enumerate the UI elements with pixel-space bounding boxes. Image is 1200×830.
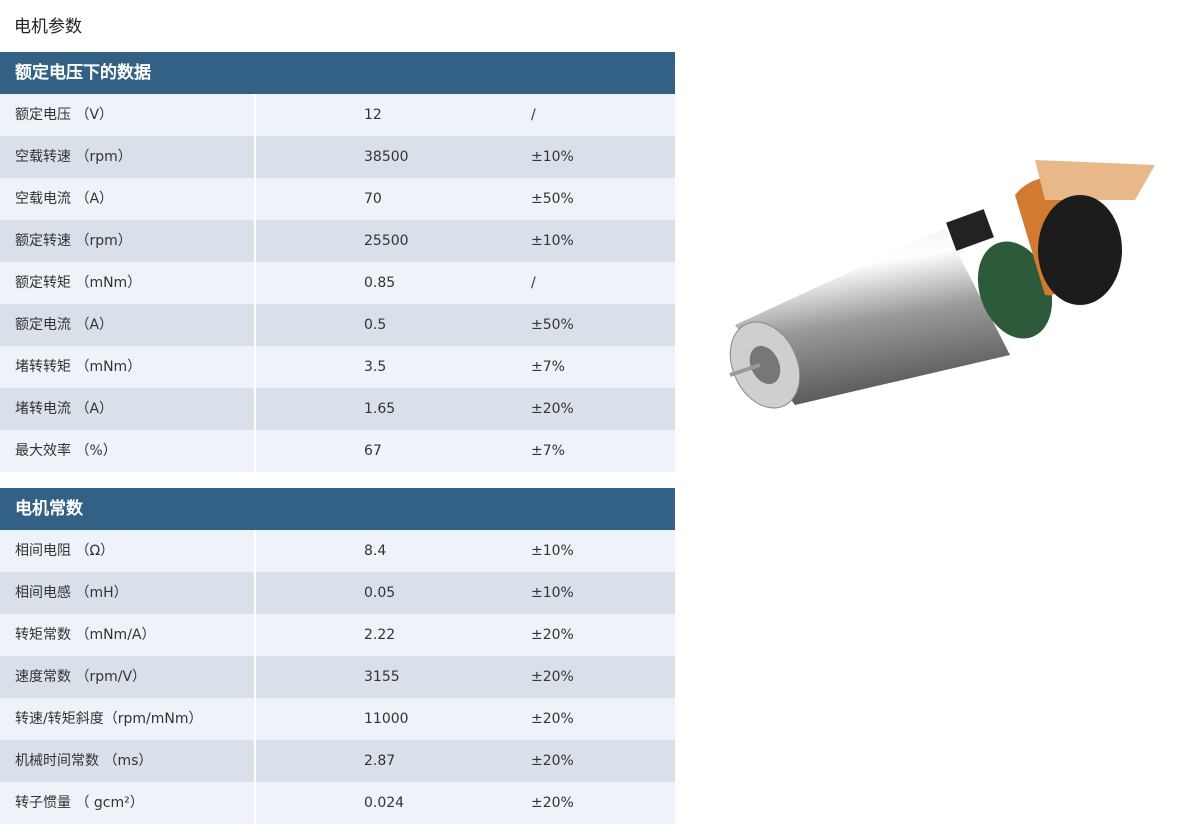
param-tolerance: /: [531, 107, 536, 123]
param-tolerance: ±10%: [531, 585, 574, 601]
param-tolerance: ±20%: [531, 753, 574, 769]
table-row: 额定电流 （A） 0.5 ±50%: [0, 304, 675, 346]
table-row: 额定转矩 （mNm） 0.85 /: [0, 262, 675, 304]
param-tolerance: ±20%: [531, 711, 574, 727]
param-name: 机械时间常数 （ms）: [0, 740, 256, 782]
param-name: 空载电流 （A）: [0, 178, 256, 220]
param-value: 11000: [364, 711, 409, 727]
param-name: 转速/转矩斜度（rpm/mNm）: [0, 698, 256, 740]
param-tolerance: ±20%: [531, 795, 574, 811]
param-name: 最大效率 （%）: [0, 430, 256, 472]
param-value: 25500: [364, 233, 409, 249]
param-tolerance: ±50%: [531, 317, 574, 333]
param-value: 3.5: [364, 359, 387, 375]
param-value: 38500: [364, 149, 409, 165]
table-row: 空载转速 （rpm） 38500 ±10%: [0, 136, 675, 178]
motor-product-image: [729, 160, 1155, 409]
param-tolerance: ±20%: [531, 627, 574, 643]
param-tolerance: ±10%: [531, 149, 574, 165]
param-tolerance: ±50%: [531, 191, 574, 207]
param-name: 额定电流 （A）: [0, 304, 256, 346]
param-name: 相间电感 （mH）: [0, 572, 256, 614]
param-name: 相间电阻 （Ω）: [0, 530, 256, 572]
page-title: 电机参数: [14, 17, 82, 37]
table-row: 额定转速 （rpm） 25500 ±10%: [0, 220, 675, 262]
param-tolerance: ±10%: [531, 233, 574, 249]
param-value: 12: [364, 107, 382, 123]
param-value: 67: [364, 443, 382, 459]
param-value: 0.5: [364, 317, 387, 333]
param-value: 0.024: [364, 795, 405, 811]
param-name: 速度常数 （rpm/V）: [0, 656, 256, 698]
param-value: 3155: [364, 669, 400, 685]
param-tolerance: ±7%: [531, 443, 565, 459]
param-value: 2.87: [364, 753, 396, 769]
table-row: 速度常数 （rpm/V） 3155 ±20%: [0, 656, 675, 698]
param-value: 0.85: [364, 275, 396, 291]
table-row: 堵转转矩 （mNm） 3.5 ±7%: [0, 346, 675, 388]
section-rated-voltage-data: 额定电压下的数据 额定电压 （V） 12/空载转速 （rpm） 38500 ±10% 空…: [0, 52, 675, 472]
table-row: 空载电流 （A） 70 ±50%: [0, 178, 675, 220]
table-row: 额定电压 （V） 12 /: [0, 94, 675, 136]
param-name: 空载转速 （rpm）: [0, 136, 256, 178]
param-tolerance: /: [531, 275, 536, 291]
table-row: 转子惯量 （ gcm²） 0.024 ±20%: [0, 782, 675, 824]
table-row: 堵转电流 （A） 1.65 ±20%: [0, 388, 675, 430]
param-name: 转矩常数 （mNm/A）: [0, 614, 256, 656]
param-value: 2.22: [364, 627, 396, 643]
table-row: 机械时间常数 （ms） 2.87 ±20%: [0, 740, 675, 782]
table-row: 相间电感 （mH） 0.05 ±10%: [0, 572, 675, 614]
param-value: 8.4: [364, 543, 387, 559]
param-name: 额定转速 （rpm）: [0, 220, 256, 262]
table-row: 相间电阻 （Ω） 8.4 ±10%: [0, 530, 675, 572]
section-motor-constants: 电机常数 相间电阻 （Ω） 8.4 ±10% 相间电感 （mH） 0.05 ±10% 转矩常…: [0, 488, 675, 824]
param-value: 70: [364, 191, 382, 207]
param-name: 额定电压 （V）: [0, 94, 256, 136]
table-row: 转速/转矩斜度（rpm/mNm） 11000 ±20%: [0, 698, 675, 740]
param-name: 额定转矩 （mNm）: [0, 262, 256, 304]
param-tolerance: ±7%: [531, 359, 565, 375]
section-title: 额定电压下的数据: [0, 52, 675, 94]
section-title: 电机常数: [0, 488, 675, 530]
param-tolerance: ±20%: [531, 401, 574, 417]
param-name: 转子惯量 （ gcm²）: [0, 782, 256, 824]
table-row: 最大效率 （%） 67 ±7%: [0, 430, 675, 472]
param-name: 堵转电流 （A）: [0, 388, 256, 430]
param-value: 1.65: [364, 401, 396, 417]
table-row: 转矩常数 （mNm/A） 2.22 ±20%: [0, 614, 675, 656]
param-tolerance: ±20%: [531, 669, 574, 685]
param-value: 0.05: [364, 585, 396, 601]
param-name: 堵转转矩 （mNm）: [0, 346, 256, 388]
param-tolerance: ±10%: [531, 543, 574, 559]
